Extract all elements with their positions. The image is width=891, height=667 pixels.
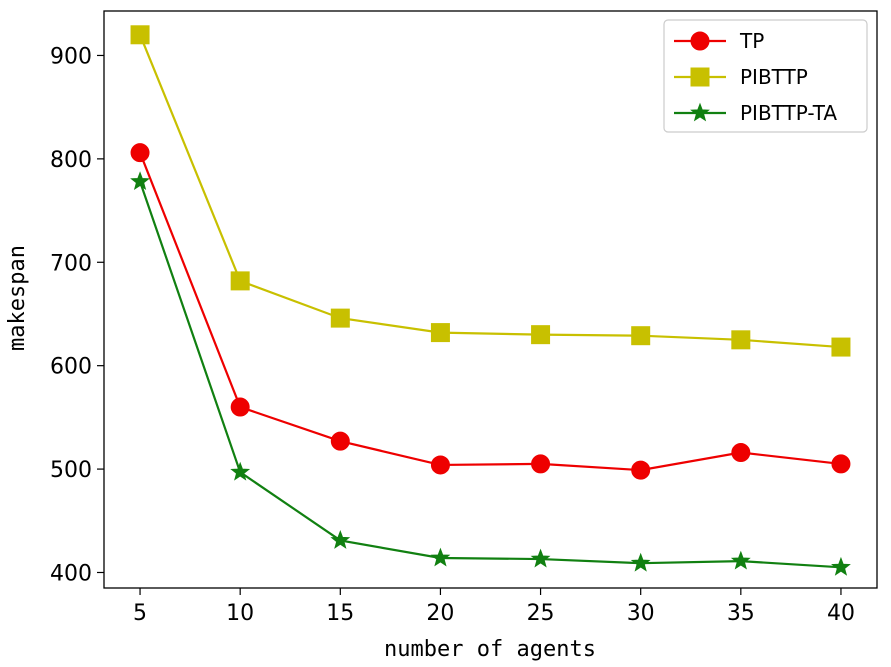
data-point-pibttp <box>230 271 250 291</box>
x-axis-title: number of agents <box>384 637 596 662</box>
data-point-tp <box>731 443 751 463</box>
data-point-pibttp-ta <box>530 548 551 568</box>
data-point-tp <box>430 455 450 475</box>
y-axis-title: makespan <box>5 245 30 351</box>
x-tick-label: 40 <box>827 601 855 626</box>
data-point-pibttp <box>330 308 350 328</box>
y-tick-label: 500 <box>50 458 92 483</box>
legend-label-tp: TP <box>739 29 764 53</box>
data-point-pibttp-ta <box>630 552 651 572</box>
data-point-tp <box>230 397 250 417</box>
data-point-pibttp-ta <box>430 547 451 567</box>
x-tick-label: 15 <box>326 601 354 626</box>
data-point-pibttp <box>631 326 651 346</box>
series-line-tp <box>139 152 842 472</box>
legend-marker-pibttp-ta <box>690 102 710 122</box>
legend <box>663 19 868 133</box>
y-tick-label: 700 <box>50 251 92 276</box>
y-tick-label: 400 <box>50 561 92 586</box>
data-point-pibttp <box>531 325 551 345</box>
x-tick-label: 10 <box>226 601 254 626</box>
x-tick-label: 25 <box>527 601 555 626</box>
legend-label-pibttp: PIBTTP <box>740 65 808 89</box>
series-line-pibttp-ta <box>139 181 842 569</box>
y-tick-label: 800 <box>50 148 92 173</box>
data-point-pibttp <box>831 337 851 357</box>
data-point-pibttp-ta <box>230 461 251 481</box>
legend-label-pibttp-ta: PIBTTP-TA <box>740 101 837 125</box>
data-point-pibttp <box>130 25 150 45</box>
data-point-tp <box>631 460 651 480</box>
plot-frame <box>103 10 878 589</box>
data-point-tp <box>531 454 551 474</box>
x-tick-label: 30 <box>627 601 655 626</box>
series-line-pibttp <box>139 34 842 349</box>
data-point-pibttp-ta <box>130 171 150 191</box>
legend-marker-pibttp <box>690 67 710 87</box>
x-tick-label: 35 <box>727 601 755 626</box>
data-point-pibttp <box>731 330 751 350</box>
data-point-tp <box>831 454 851 474</box>
data-point-tp <box>130 143 150 163</box>
data-point-tp <box>330 431 350 451</box>
data-point-pibttp-ta <box>730 550 751 570</box>
x-tick-label: 20 <box>426 601 454 626</box>
y-tick-label: 900 <box>50 44 92 69</box>
legend-marker-tp <box>690 31 710 51</box>
data-point-pibttp-ta <box>831 556 851 576</box>
data-point-pibttp <box>430 323 450 343</box>
y-tick-label: 600 <box>50 355 92 380</box>
x-tick-label: 5 <box>133 601 147 626</box>
data-point-pibttp-ta <box>330 530 351 549</box>
